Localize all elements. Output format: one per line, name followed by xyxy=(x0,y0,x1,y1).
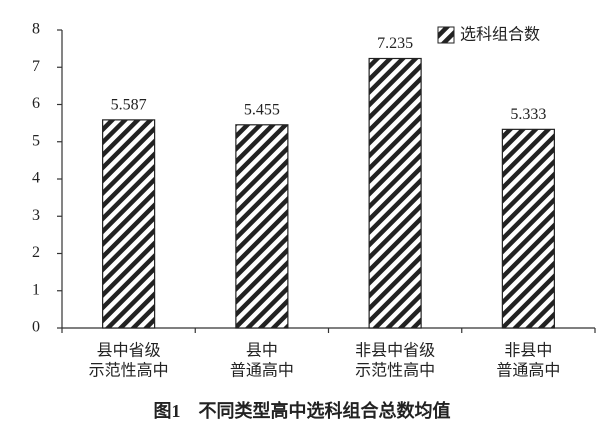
chart-title: 图1 不同类型高中选科组合总数均值 xyxy=(154,400,451,421)
y-tick-label: 5 xyxy=(32,132,40,149)
x-tick-label: 普通高中 xyxy=(496,362,560,380)
x-tick-label: 普通高中 xyxy=(230,362,294,380)
bar xyxy=(102,119,156,329)
value-label: 5.455 xyxy=(244,101,280,118)
value-label: 5.587 xyxy=(111,97,147,114)
x-tick-label: 示范性高中 xyxy=(89,362,169,380)
x-tick-label: 非县中省级 xyxy=(355,342,435,360)
value-label: 5.333 xyxy=(510,106,546,123)
y-tick-label: 4 xyxy=(32,170,40,187)
y-tick-label: 6 xyxy=(32,95,40,112)
x-tick-label: 县中省级 xyxy=(97,342,161,360)
bar xyxy=(368,57,422,329)
y-tick-label: 0 xyxy=(32,319,40,336)
value-label: 7.235 xyxy=(377,35,413,52)
bar xyxy=(235,124,289,329)
bar xyxy=(501,128,555,329)
x-tick-label: 非县中 xyxy=(504,342,552,360)
y-tick-label: 8 xyxy=(32,21,40,38)
y-tick-label: 1 xyxy=(32,281,40,298)
x-tick-label: 示范性高中 xyxy=(355,362,435,380)
y-tick-label: 7 xyxy=(32,58,40,75)
y-tick-label: 3 xyxy=(32,207,40,224)
y-tick-label: 2 xyxy=(32,244,40,261)
legend-label: 选科组合数 xyxy=(460,26,540,44)
legend-swatch xyxy=(437,26,455,44)
x-tick-label: 县中 xyxy=(246,342,278,360)
